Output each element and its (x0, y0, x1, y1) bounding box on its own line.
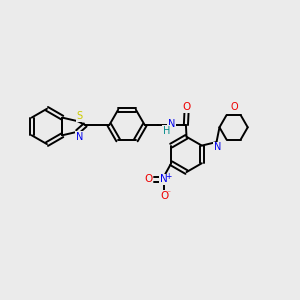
Text: N: N (160, 174, 168, 184)
Text: O: O (144, 174, 153, 184)
Text: N: N (214, 142, 221, 152)
Text: S: S (77, 111, 83, 121)
Text: +: + (166, 172, 172, 181)
Text: O: O (230, 102, 238, 112)
Text: O: O (160, 191, 168, 201)
Text: H: H (163, 126, 170, 136)
Text: ⁻: ⁻ (166, 189, 170, 198)
Text: O: O (182, 102, 190, 112)
Text: N: N (76, 132, 84, 142)
Text: N: N (167, 119, 175, 129)
